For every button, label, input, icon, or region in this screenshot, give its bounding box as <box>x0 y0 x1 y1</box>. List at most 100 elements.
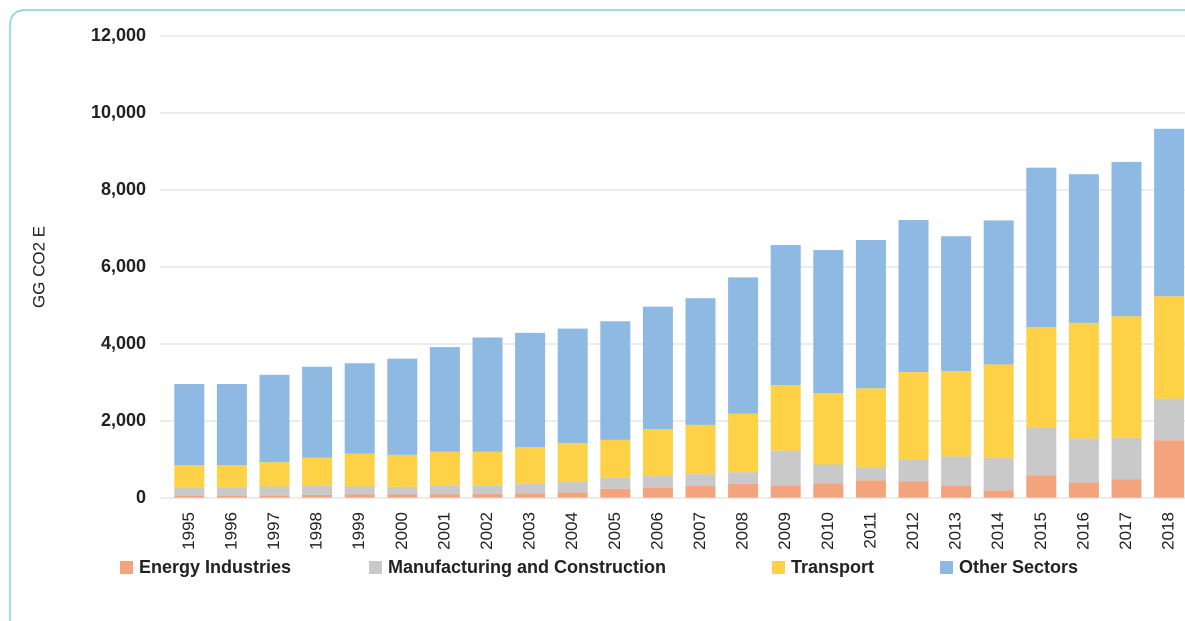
x-tick-label: 2000 <box>392 512 411 550</box>
y-tick-label: 2,000 <box>101 410 146 430</box>
x-tick-label: 2007 <box>690 512 709 550</box>
bar-segment <box>472 337 503 452</box>
bar-segment <box>685 485 716 498</box>
y-tick-label: 0 <box>136 487 146 507</box>
bar-segment <box>813 464 844 484</box>
bar-segment <box>302 494 333 498</box>
bar-segment <box>898 372 929 460</box>
bar-segment <box>344 363 375 454</box>
bar-segment <box>1154 128 1185 297</box>
legend-swatch <box>120 561 133 574</box>
bar-segment <box>642 476 673 488</box>
bar-segment <box>770 485 801 498</box>
bar-segment <box>813 393 844 465</box>
bar-segment <box>1068 174 1099 323</box>
bar-segment <box>855 467 886 481</box>
bar-segment <box>983 457 1014 491</box>
bar-segment <box>515 332 546 448</box>
bar-segment <box>387 494 418 498</box>
x-tick-label: 2013 <box>946 512 965 550</box>
bar-segment <box>429 494 460 498</box>
bar-segment <box>600 321 631 440</box>
bar-segment <box>983 490 1014 498</box>
bar-segment <box>813 250 844 394</box>
bar-segment <box>941 370 972 457</box>
bar-segment <box>898 481 929 498</box>
bar-segment <box>259 374 290 463</box>
bar-segment <box>1026 327 1057 428</box>
bar-segment <box>898 459 929 482</box>
bar-segment <box>302 485 333 495</box>
x-tick-label: 2005 <box>605 512 624 550</box>
bar-segment <box>728 483 759 498</box>
bar-segment <box>472 451 503 486</box>
bar-segment <box>1154 398 1185 441</box>
bar-segment <box>557 442 588 482</box>
bar-segment <box>941 456 972 486</box>
bar-segment <box>174 495 205 498</box>
bar-segment <box>216 465 247 488</box>
legend-swatch <box>772 561 785 574</box>
bar-segment <box>302 457 333 486</box>
bar-segment <box>898 220 929 373</box>
bar-segment <box>1026 475 1057 498</box>
bar-segment <box>1154 296 1185 399</box>
bar-segment <box>387 358 418 455</box>
bar-segment <box>770 450 801 486</box>
x-tick-label: 2015 <box>1031 512 1050 550</box>
bar-segment <box>387 486 418 495</box>
x-tick-label: 2011 <box>860 512 879 549</box>
bar-segment <box>174 487 205 496</box>
bar-segment <box>557 481 588 493</box>
bar-segment <box>174 465 205 488</box>
bar-segment <box>557 492 588 498</box>
bar-segment <box>1111 316 1142 438</box>
y-tick-label: 8,000 <box>101 179 146 199</box>
frame <box>9 9 1185 621</box>
bar-segment <box>1026 427 1057 476</box>
y-tick-label: 6,000 <box>101 256 146 276</box>
x-tick-label: 1998 <box>307 512 326 550</box>
bar-segment <box>472 485 503 494</box>
bar-segment <box>855 388 886 468</box>
bar-segment <box>515 447 546 484</box>
bar-segment <box>429 485 460 495</box>
bar-segment <box>728 277 759 414</box>
bar-segment <box>685 474 716 486</box>
bar-segment <box>600 477 631 489</box>
x-tick-label: 1999 <box>349 512 368 550</box>
bar-segment <box>1068 438 1099 483</box>
bar-segment <box>642 429 673 477</box>
bar-segment <box>1068 322 1099 439</box>
bar-segment <box>600 439 631 478</box>
bar-segment <box>515 483 546 494</box>
bar-segment <box>1154 440 1185 498</box>
bar-segment <box>642 487 673 498</box>
bar-segment <box>1026 167 1057 328</box>
bar-segment <box>1068 482 1099 498</box>
legend-swatch <box>940 561 953 574</box>
bar-segment <box>387 454 418 487</box>
legend-label: Manufacturing and Construction <box>388 557 666 577</box>
y-tick-label: 12,000 <box>91 25 146 45</box>
x-tick-label: 2014 <box>988 512 1007 550</box>
x-tick-label: 2006 <box>647 512 666 550</box>
bar-segment <box>344 494 375 498</box>
bar-segment <box>1111 479 1142 498</box>
bar-segment <box>1111 161 1142 317</box>
x-tick-label: 2001 <box>434 512 453 550</box>
bar-segment <box>983 364 1014 458</box>
x-tick-label: 2003 <box>520 512 539 550</box>
bar-segment <box>770 385 801 451</box>
bar-segment <box>1111 437 1142 480</box>
bar-segment <box>259 462 290 487</box>
x-tick-label: 2004 <box>562 512 581 550</box>
bar-segment <box>344 486 375 495</box>
bar-segment <box>174 384 205 466</box>
bar-segment <box>941 236 972 371</box>
bar-segment <box>770 245 801 386</box>
x-tick-label: 1996 <box>221 512 240 550</box>
x-tick-label: 2017 <box>1116 512 1135 550</box>
